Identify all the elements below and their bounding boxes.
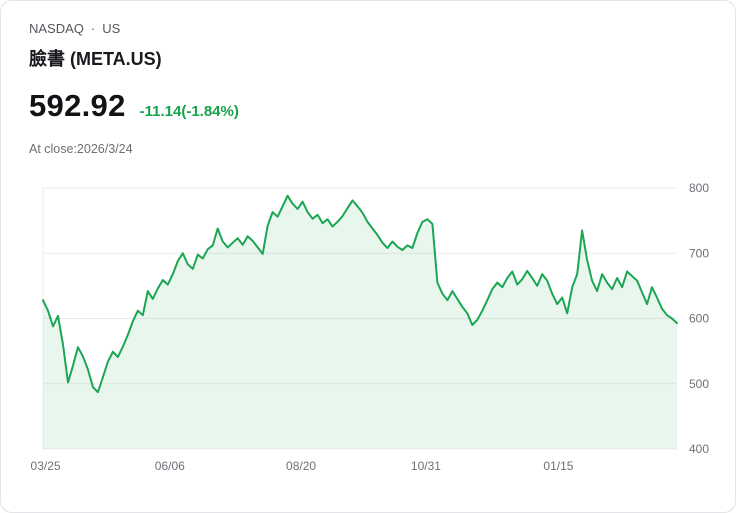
price-line bbox=[42, 194, 678, 394]
price-row: 592.92 -11.14(-1.84%) bbox=[29, 88, 705, 124]
x-axis-label: 01/15 bbox=[543, 459, 573, 473]
x-axis-label: 10/31 bbox=[411, 459, 441, 473]
stock-title: 臉書 (META.US) bbox=[29, 49, 162, 69]
y-axis-label: 600 bbox=[689, 312, 709, 326]
chart-area: 800 700 600 500 400 03/25 06/06 08/20 10/31 01/15 bbox=[27, 176, 735, 476]
x-axis-label: 06/06 bbox=[155, 459, 185, 473]
y-axis-label: 500 bbox=[689, 377, 709, 391]
x-axis-label: 03/25 bbox=[31, 459, 61, 473]
exchange-label: NASDAQ bbox=[29, 21, 84, 36]
exchange-line: NASDAQ · US bbox=[29, 21, 705, 36]
region-label: US bbox=[102, 21, 121, 36]
y-axis-label: 400 bbox=[689, 442, 709, 456]
quote-header: NASDAQ · US 臉書 (META.US) 592.92 -11.14(-… bbox=[1, 1, 735, 156]
current-price: 592.92 bbox=[29, 88, 126, 123]
y-axis-label: 700 bbox=[689, 246, 709, 260]
y-axis-label: 800 bbox=[689, 181, 709, 195]
price-chart: 800 700 600 500 400 03/25 06/06 08/20 10/31 01/15 bbox=[31, 181, 710, 473]
price-change: -11.14(-1.84%) bbox=[139, 103, 239, 120]
as-of-label: At close:2026/3/24 bbox=[29, 142, 133, 156]
x-axis-label: 08/20 bbox=[286, 459, 316, 473]
area-fill bbox=[43, 195, 677, 449]
separator-dot: · bbox=[90, 21, 96, 36]
